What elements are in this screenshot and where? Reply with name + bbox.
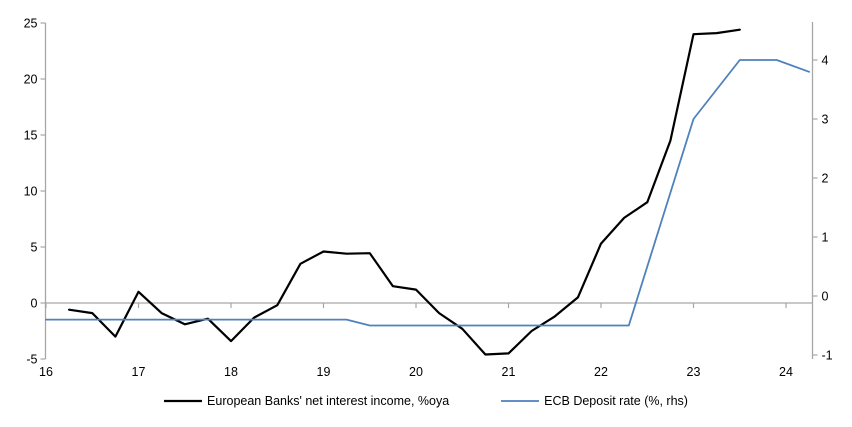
x-axis-tick-label: 23	[687, 365, 701, 379]
left-axis-tick-label: 20	[24, 73, 38, 87]
series-line-net-interest-income	[67, 28, 741, 356]
right-axis-tick-label: 1	[822, 231, 829, 245]
right-axis-tick-label: 2	[822, 172, 829, 186]
x-axis-tick-label: 16	[39, 365, 53, 379]
left-axis-tick-label: 10	[24, 185, 38, 199]
x-axis-tick-label: 19	[317, 365, 331, 379]
black-line-sample-icon	[164, 399, 203, 403]
right-axis-tick-label: -1	[822, 349, 833, 363]
series-line-ecb-deposit-rate	[45, 59, 810, 327]
x-axis-tick-label: 22	[594, 365, 608, 379]
left-axis-tick-label: 25	[24, 17, 38, 31]
x-axis-tick-label: 18	[224, 365, 238, 379]
right-axis-tick-label: 3	[822, 113, 829, 127]
legend-label-net-interest-income: European Banks' net interest income, %oy…	[207, 394, 450, 408]
left-axis-tick-label: -5	[26, 353, 37, 367]
right-axis-tick-label: 0	[822, 290, 829, 304]
blue-line-sample-icon	[501, 400, 540, 402]
legend-item-net-interest-income: European Banks' net interest income, %oy…	[164, 394, 449, 408]
x-axis-tick-label: 24	[779, 365, 793, 379]
chart-legend: European Banks' net interest income, %oy…	[0, 394, 852, 408]
x-axis-tick-label: 20	[409, 365, 423, 379]
x-axis-tick-label: 21	[502, 365, 516, 379]
legend-item-ecb-deposit-rate: ECB Deposit rate (%, rhs)	[501, 394, 688, 408]
left-axis-tick-label: 0	[31, 297, 38, 311]
right-axis-tick-label: 4	[822, 54, 829, 68]
x-axis-tick-label: 17	[132, 365, 146, 379]
left-axis-tick-label: 15	[24, 129, 38, 143]
legend-label-ecb-deposit-rate: ECB Deposit rate (%, rhs)	[544, 394, 688, 408]
left-axis-tick-label: 5	[31, 241, 38, 255]
